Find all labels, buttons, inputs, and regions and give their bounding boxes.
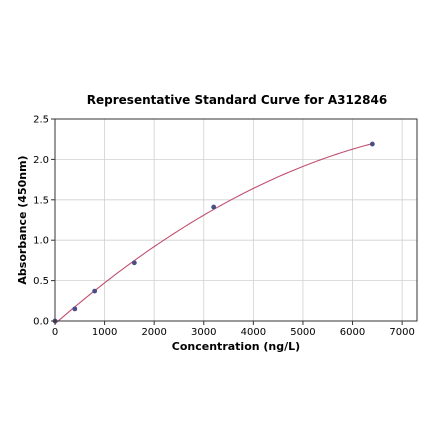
grid (54, 118, 417, 322)
x-tick-label: 4000 (241, 327, 266, 338)
chart-title: Representative Standard Curve for A31284… (87, 93, 387, 107)
data-point (72, 306, 78, 312)
data-points (52, 141, 375, 324)
data-point (211, 204, 217, 210)
fit-curve-line (54, 143, 373, 325)
x-tick-label: 3000 (191, 327, 216, 338)
data-point (131, 260, 137, 266)
y-tick-label: 2.0 (33, 155, 49, 166)
y-axis-label: Absorbance (450nm) (16, 155, 29, 284)
x-tick-label: 5000 (290, 327, 315, 338)
y-tick-label: 2.5 (33, 115, 49, 126)
y-tick-label: 1.5 (33, 195, 49, 206)
axis-ticks: 0 1000 2000 3000 4000 5000 6000 7000 0.0 0.5 1.0 1.… (33, 115, 415, 339)
fit-curve (54, 143, 373, 325)
y-tick-label: 0.5 (33, 276, 49, 287)
x-tick-label: 2000 (141, 327, 166, 338)
x-tick-label: 0 (52, 327, 58, 338)
data-point (92, 288, 98, 294)
x-tick-label: 7000 (389, 327, 414, 338)
data-point (369, 141, 375, 147)
x-tick-label: 6000 (340, 327, 365, 338)
y-tick-label: 0.0 (33, 317, 49, 328)
plot-frame (54, 118, 418, 322)
x-tick-label: 1000 (92, 327, 117, 338)
y-tick-label: 1.0 (33, 236, 49, 247)
x-axis-label: Concentration (ng/L) (172, 340, 300, 353)
